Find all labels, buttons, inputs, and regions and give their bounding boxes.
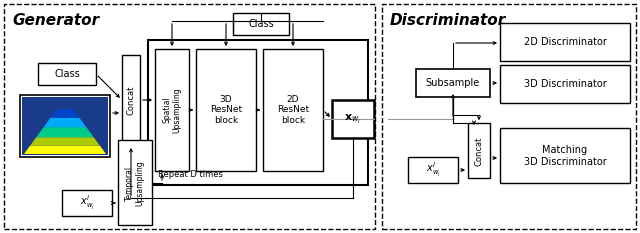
- Text: Class: Class: [248, 19, 274, 29]
- Text: $x^l_{w_i}$: $x^l_{w_i}$: [79, 194, 95, 212]
- Text: Spatial
Upsampling: Spatial Upsampling: [163, 87, 182, 133]
- Text: Class: Class: [54, 69, 80, 79]
- Bar: [416, 69, 490, 97]
- Text: Concat: Concat: [127, 85, 136, 115]
- Bar: [20, 95, 110, 157]
- Bar: [118, 140, 152, 225]
- Bar: [382, 4, 636, 229]
- Bar: [148, 40, 368, 185]
- Bar: [468, 123, 490, 178]
- Bar: [263, 49, 323, 171]
- Bar: [38, 63, 96, 85]
- Polygon shape: [44, 118, 86, 127]
- Bar: [500, 128, 630, 183]
- Text: Generator: Generator: [12, 13, 99, 28]
- Text: $\mathbf{x}_{w_i}$: $\mathbf{x}_{w_i}$: [344, 113, 362, 126]
- Text: 2D Discriminator: 2D Discriminator: [524, 37, 607, 47]
- Polygon shape: [30, 137, 100, 146]
- Bar: [22, 97, 108, 155]
- Text: Subsample: Subsample: [426, 78, 480, 88]
- Text: Temporal
Upsampling: Temporal Upsampling: [125, 160, 145, 206]
- Text: Discriminator: Discriminator: [390, 13, 506, 28]
- Polygon shape: [24, 146, 106, 154]
- Bar: [155, 49, 189, 171]
- Bar: [408, 157, 458, 183]
- Bar: [500, 23, 630, 61]
- Polygon shape: [36, 127, 93, 137]
- Text: Concat: Concat: [474, 136, 483, 166]
- Bar: [122, 55, 140, 145]
- Bar: [332, 100, 374, 138]
- Bar: [62, 190, 112, 216]
- Text: Matching
3D Discriminator: Matching 3D Discriminator: [524, 145, 606, 167]
- Text: 3D Discriminator: 3D Discriminator: [524, 79, 606, 89]
- Text: $x^l_{w_i}$: $x^l_{w_i}$: [426, 161, 440, 179]
- Polygon shape: [51, 109, 79, 118]
- Text: 2D
ResNet
block: 2D ResNet block: [277, 95, 309, 125]
- Bar: [233, 13, 289, 35]
- Bar: [196, 49, 256, 171]
- Bar: [4, 4, 375, 229]
- Text: Repeat D times: Repeat D times: [158, 170, 223, 179]
- Text: 3D
ResNet
block: 3D ResNet block: [210, 95, 242, 125]
- Bar: [500, 65, 630, 103]
